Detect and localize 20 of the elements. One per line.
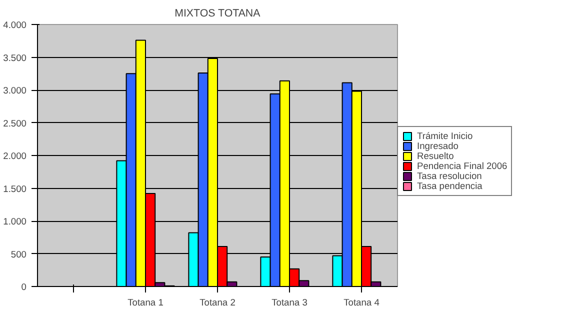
legend-label: Tasa resolucion — [417, 171, 482, 181]
y-tick-label: 3.500 — [3, 52, 26, 63]
y-tick-label: 500 — [10, 249, 27, 260]
y-tick-label: 2.000 — [3, 151, 26, 161]
y-tick-label: 3.000 — [3, 86, 26, 96]
legend-label: Pendencia Final 2006 — [417, 161, 508, 171]
y-tick-label: 0 — [21, 282, 27, 292]
legend-label: Resuelto — [417, 151, 454, 161]
x-tick-label: Totana 1 — [128, 298, 164, 308]
y-tick-label: 2.500 — [3, 118, 26, 128]
legend-label: Trámite Inicio — [417, 131, 473, 141]
legend-label: Ingresado — [417, 141, 458, 151]
y-tick-label: 1.500 — [3, 184, 26, 194]
x-tick-label: Totana 4 — [344, 298, 380, 308]
y-tick-label: 1.000 — [3, 216, 26, 226]
chart-title: MIXTOS TOTANA — [174, 8, 262, 20]
x-tick-label: Totana 2 — [200, 298, 236, 308]
legend-label: Tasa pendencia — [417, 181, 482, 191]
x-tick-label: Totana 3 — [272, 298, 308, 308]
y-tick-label: 4.000 — [3, 20, 26, 30]
